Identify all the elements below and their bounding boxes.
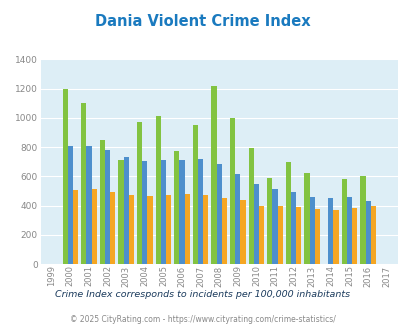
Bar [203, 195, 208, 264]
Bar [68, 146, 73, 264]
Bar [100, 140, 105, 264]
Bar [296, 207, 301, 264]
Bar [147, 196, 152, 264]
Bar [328, 197, 333, 264]
Bar [198, 159, 203, 264]
Bar [184, 194, 190, 264]
Bar [277, 206, 282, 264]
Bar [160, 160, 166, 264]
Text: © 2025 CityRating.com - https://www.cityrating.com/crime-statistics/: © 2025 CityRating.com - https://www.city… [70, 315, 335, 324]
Bar [248, 148, 253, 264]
Bar [128, 195, 134, 264]
Text: Crime Index corresponds to incidents per 100,000 inhabitants: Crime Index corresponds to incidents per… [55, 290, 350, 299]
Bar [272, 189, 277, 264]
Bar [266, 178, 272, 264]
Bar [174, 151, 179, 264]
Bar [192, 125, 198, 264]
Bar [304, 173, 309, 264]
Bar [221, 198, 226, 264]
Bar [351, 208, 356, 264]
Bar [370, 206, 375, 264]
Bar [333, 210, 338, 264]
Bar [230, 118, 234, 264]
Bar [364, 201, 370, 264]
Bar [216, 164, 221, 264]
Bar [92, 189, 96, 264]
Bar [86, 147, 92, 264]
Bar [166, 195, 171, 264]
Bar [105, 150, 110, 264]
Bar [341, 179, 346, 264]
Bar [142, 161, 147, 264]
Bar [179, 160, 184, 264]
Bar [285, 162, 290, 264]
Bar [136, 121, 142, 264]
Bar [123, 157, 128, 264]
Bar [234, 174, 240, 264]
Bar [258, 206, 264, 264]
Bar [110, 192, 115, 264]
Bar [240, 200, 245, 264]
Bar [118, 160, 123, 264]
Bar [73, 190, 78, 264]
Bar [314, 209, 319, 264]
Text: Dania Violent Crime Index: Dania Violent Crime Index [95, 14, 310, 29]
Bar [359, 176, 364, 264]
Bar [309, 197, 314, 264]
Bar [346, 197, 351, 264]
Bar [290, 192, 296, 264]
Bar [81, 103, 86, 264]
Bar [211, 86, 216, 264]
Bar [155, 116, 160, 264]
Bar [62, 89, 68, 264]
Bar [253, 184, 258, 264]
